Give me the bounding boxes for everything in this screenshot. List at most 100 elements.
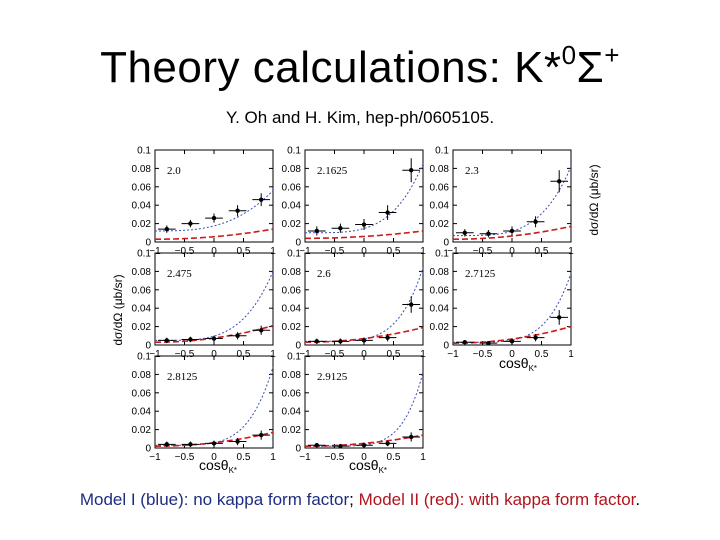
data-point [462,340,467,345]
y-tick-label: 0 [295,238,301,249]
panel-frame [154,355,274,449]
model-1-curve [305,372,424,447]
y-tick-label: 0.06 [282,285,302,296]
y-tick-label: 0.02 [430,219,450,230]
slide-title: Theory calculations: K*0Σ+ [0,40,720,93]
x-tick-label: −0.5 [325,349,345,360]
x-tick-label: 1 [568,246,574,257]
panel-energy-label: 2.7125 [465,268,496,280]
y-tick-label: 0.08 [430,164,450,175]
x-tick-label: 0 [211,452,217,463]
x-tick-label: −0.5 [473,349,493,360]
data-point [361,338,367,343]
cross-section-chart: 00.020.040.060.080.1−1 −0.5 0 0.5 12.000.020… [111,146,601,476]
y-tick-label: 0.02 [132,219,152,230]
x-tick-label: 0.5 [237,349,251,360]
x-tick-label: −1 [299,246,311,257]
x-tick-label: 1 [270,246,276,257]
data-point [164,442,169,447]
y-tick-label: 0.04 [430,304,450,315]
title-superscript-plus: + [604,40,620,70]
y-tick-label: 0.02 [132,322,152,333]
y-tick-label: 0.04 [132,407,152,418]
data-point [235,333,240,338]
y-tick-label: 0.02 [282,425,302,436]
footer-model-1: Model I (blue): no kappa form factor [79,490,350,509]
y-tick-label: 0.08 [282,267,302,278]
data-point [409,168,414,173]
y-axis-label-right: dσ/dΩ (μb/sr) [587,164,601,235]
x-tick-label: 0 [509,246,515,257]
x-tick-label: −0.5 [325,452,345,463]
model-1-curve [305,267,424,342]
y-tick-label: 0 [295,444,301,455]
x-tick-label: 0.5 [387,452,401,463]
data-point [409,302,414,307]
data-point [385,335,390,340]
x-tick-label: −0.5 [175,349,195,360]
data-point [533,335,538,340]
x-tick-label: 0.5 [387,246,401,257]
data-point [557,315,562,320]
data-point [361,443,367,448]
y-tick-label: 0.06 [430,182,450,193]
title-sigma: Σ [576,43,605,92]
data-point [338,339,343,344]
y-tick-label: 0 [145,341,151,352]
panel-energy-label: 2.1625 [317,165,348,177]
x-tick-label: −1 [149,349,161,360]
x-tick-label: 1 [270,452,276,463]
y-tick-label: 0.04 [282,407,302,418]
panel-energy-label: 2.8125 [167,371,198,383]
y-tick-label: 0.06 [132,182,152,193]
slide-footer: Model I (blue): no kappa form factor; Mo… [0,490,720,510]
y-tick-label: 0.02 [282,322,302,333]
data-point [259,328,264,333]
x-axis-label-sub: K* [379,466,387,475]
x-tick-label: 0 [361,246,367,257]
x-tick-label: 0 [361,349,367,360]
x-axis-label-sub: K* [529,364,537,373]
y-tick-label: 0 [145,238,151,249]
x-tick-label: 0.5 [535,246,549,257]
y-tick-label: 0.1 [435,146,449,157]
data-point [235,439,240,444]
y-tick-label: 0.1 [287,249,301,260]
panel-frame [154,252,274,346]
data-point [188,442,193,447]
y-tick-label: 0.06 [430,285,450,296]
x-tick-label: 0.5 [387,349,401,360]
x-tick-label: 1 [420,452,426,463]
y-tick-label: 0.1 [287,352,301,363]
x-tick-label: 1 [270,349,276,360]
model-2-curve [453,225,572,240]
model-1-curve [155,190,274,232]
data-point [235,208,240,213]
x-tick-label: −0.5 [473,246,493,257]
x-tick-label: 0 [211,246,217,257]
data-point [385,441,390,446]
x-tick-label: 1 [420,246,426,257]
footer-separator: ; [349,490,359,509]
x-axis-label: cosθK* [499,355,537,373]
x-axis-label: cosθK* [199,457,237,475]
title-superscript-zero: 0 [561,40,577,70]
y-tick-label: 0.02 [282,219,302,230]
y-tick-label: 0.04 [282,304,302,315]
model-1-curve [155,271,274,341]
x-tick-label: 0.5 [237,452,251,463]
data-point [557,179,562,184]
data-point [211,336,217,341]
data-point [533,219,538,224]
x-tick-label: −0.5 [175,246,195,257]
footer-model-2: Model II (red): with kappa form factor [358,490,636,509]
title-main: Theory calculations: K* [100,43,562,92]
y-tick-label: 0 [295,341,301,352]
panel-energy-label: 2.6 [317,268,331,280]
y-tick-label: 0.08 [282,164,302,175]
data-point [385,210,390,215]
data-point [314,228,319,234]
y-tick-label: 0.06 [132,388,152,399]
data-point [211,441,217,446]
data-point [361,222,367,227]
